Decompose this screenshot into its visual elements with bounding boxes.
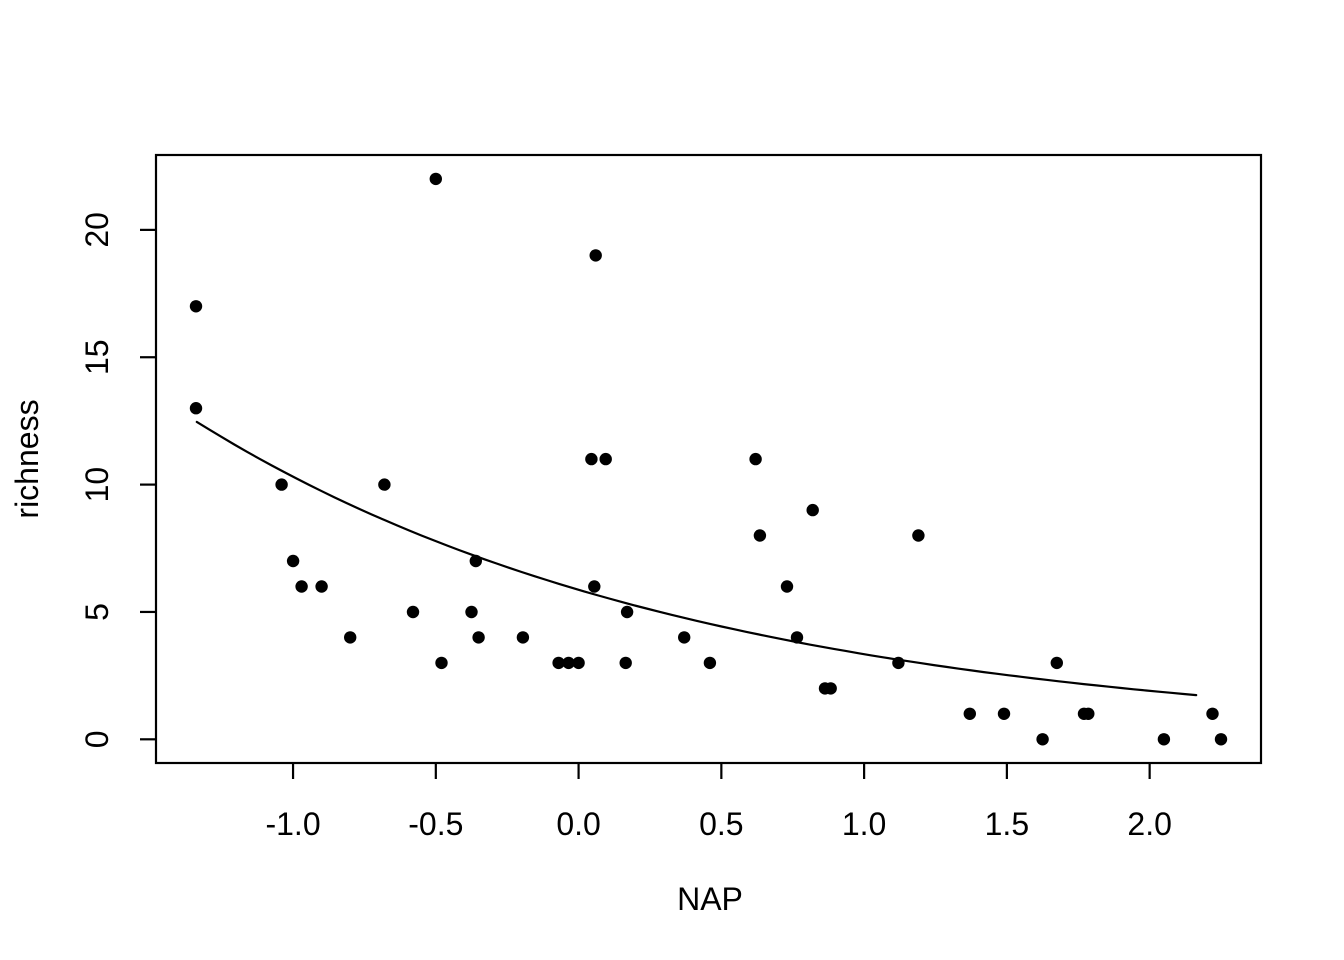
y-tick-label: 5 (79, 603, 115, 621)
data-point (703, 656, 717, 670)
data-point (435, 656, 448, 670)
data-point (344, 631, 357, 644)
fit-curve-line (195, 420, 1198, 697)
data-point (189, 300, 203, 313)
data-point (1082, 707, 1095, 720)
data-point (1157, 733, 1171, 746)
data-point (780, 580, 794, 593)
plot-border (154, 153, 1263, 765)
data-point (406, 605, 420, 619)
data-point (619, 656, 632, 670)
data-point (1214, 733, 1228, 746)
x-tick-label: 0.5 (699, 806, 743, 842)
data-point (1050, 656, 1064, 670)
data-point (286, 554, 300, 568)
data-point (1036, 733, 1049, 746)
y-tick-label: 15 (79, 339, 115, 375)
data-point (315, 580, 328, 593)
data-point (516, 631, 530, 644)
y-tick-label: 0 (79, 730, 115, 748)
data-point (892, 656, 905, 670)
data-point (552, 656, 565, 670)
data-point (599, 452, 612, 466)
data-point (753, 529, 767, 542)
data-point (295, 580, 308, 593)
data-point (429, 172, 442, 186)
data-point (572, 656, 585, 670)
data-point (749, 452, 762, 466)
data-point (589, 249, 602, 262)
x-tick-label: 2.0 (1127, 806, 1171, 842)
data-point (997, 707, 1011, 720)
x-tick-label: -0.5 (408, 806, 463, 842)
data-point (963, 707, 976, 720)
x-axis-label: NAP (677, 881, 743, 917)
data-point (189, 402, 203, 415)
data-point (620, 605, 634, 619)
y-axis-label: richness (9, 399, 45, 518)
data-point (588, 580, 601, 593)
data-point (912, 529, 925, 542)
x-tick-label: 0.0 (556, 806, 600, 842)
data-point (806, 503, 819, 517)
data-point (472, 631, 485, 644)
data-point (824, 682, 837, 695)
x-tick-label: 1.0 (842, 806, 886, 842)
y-tick-label: 20 (79, 212, 115, 248)
data-point (790, 631, 804, 644)
data-point (1206, 707, 1219, 720)
data-point (562, 656, 575, 670)
data-point (469, 554, 482, 568)
data-point (465, 605, 478, 619)
data-point (678, 631, 691, 644)
y-tick-label: 10 (79, 467, 115, 503)
x-tick-label: 1.5 (985, 806, 1029, 842)
data-point (585, 452, 598, 466)
data-point (378, 478, 391, 491)
x-tick-label: -1.0 (265, 806, 320, 842)
data-point (275, 478, 288, 491)
